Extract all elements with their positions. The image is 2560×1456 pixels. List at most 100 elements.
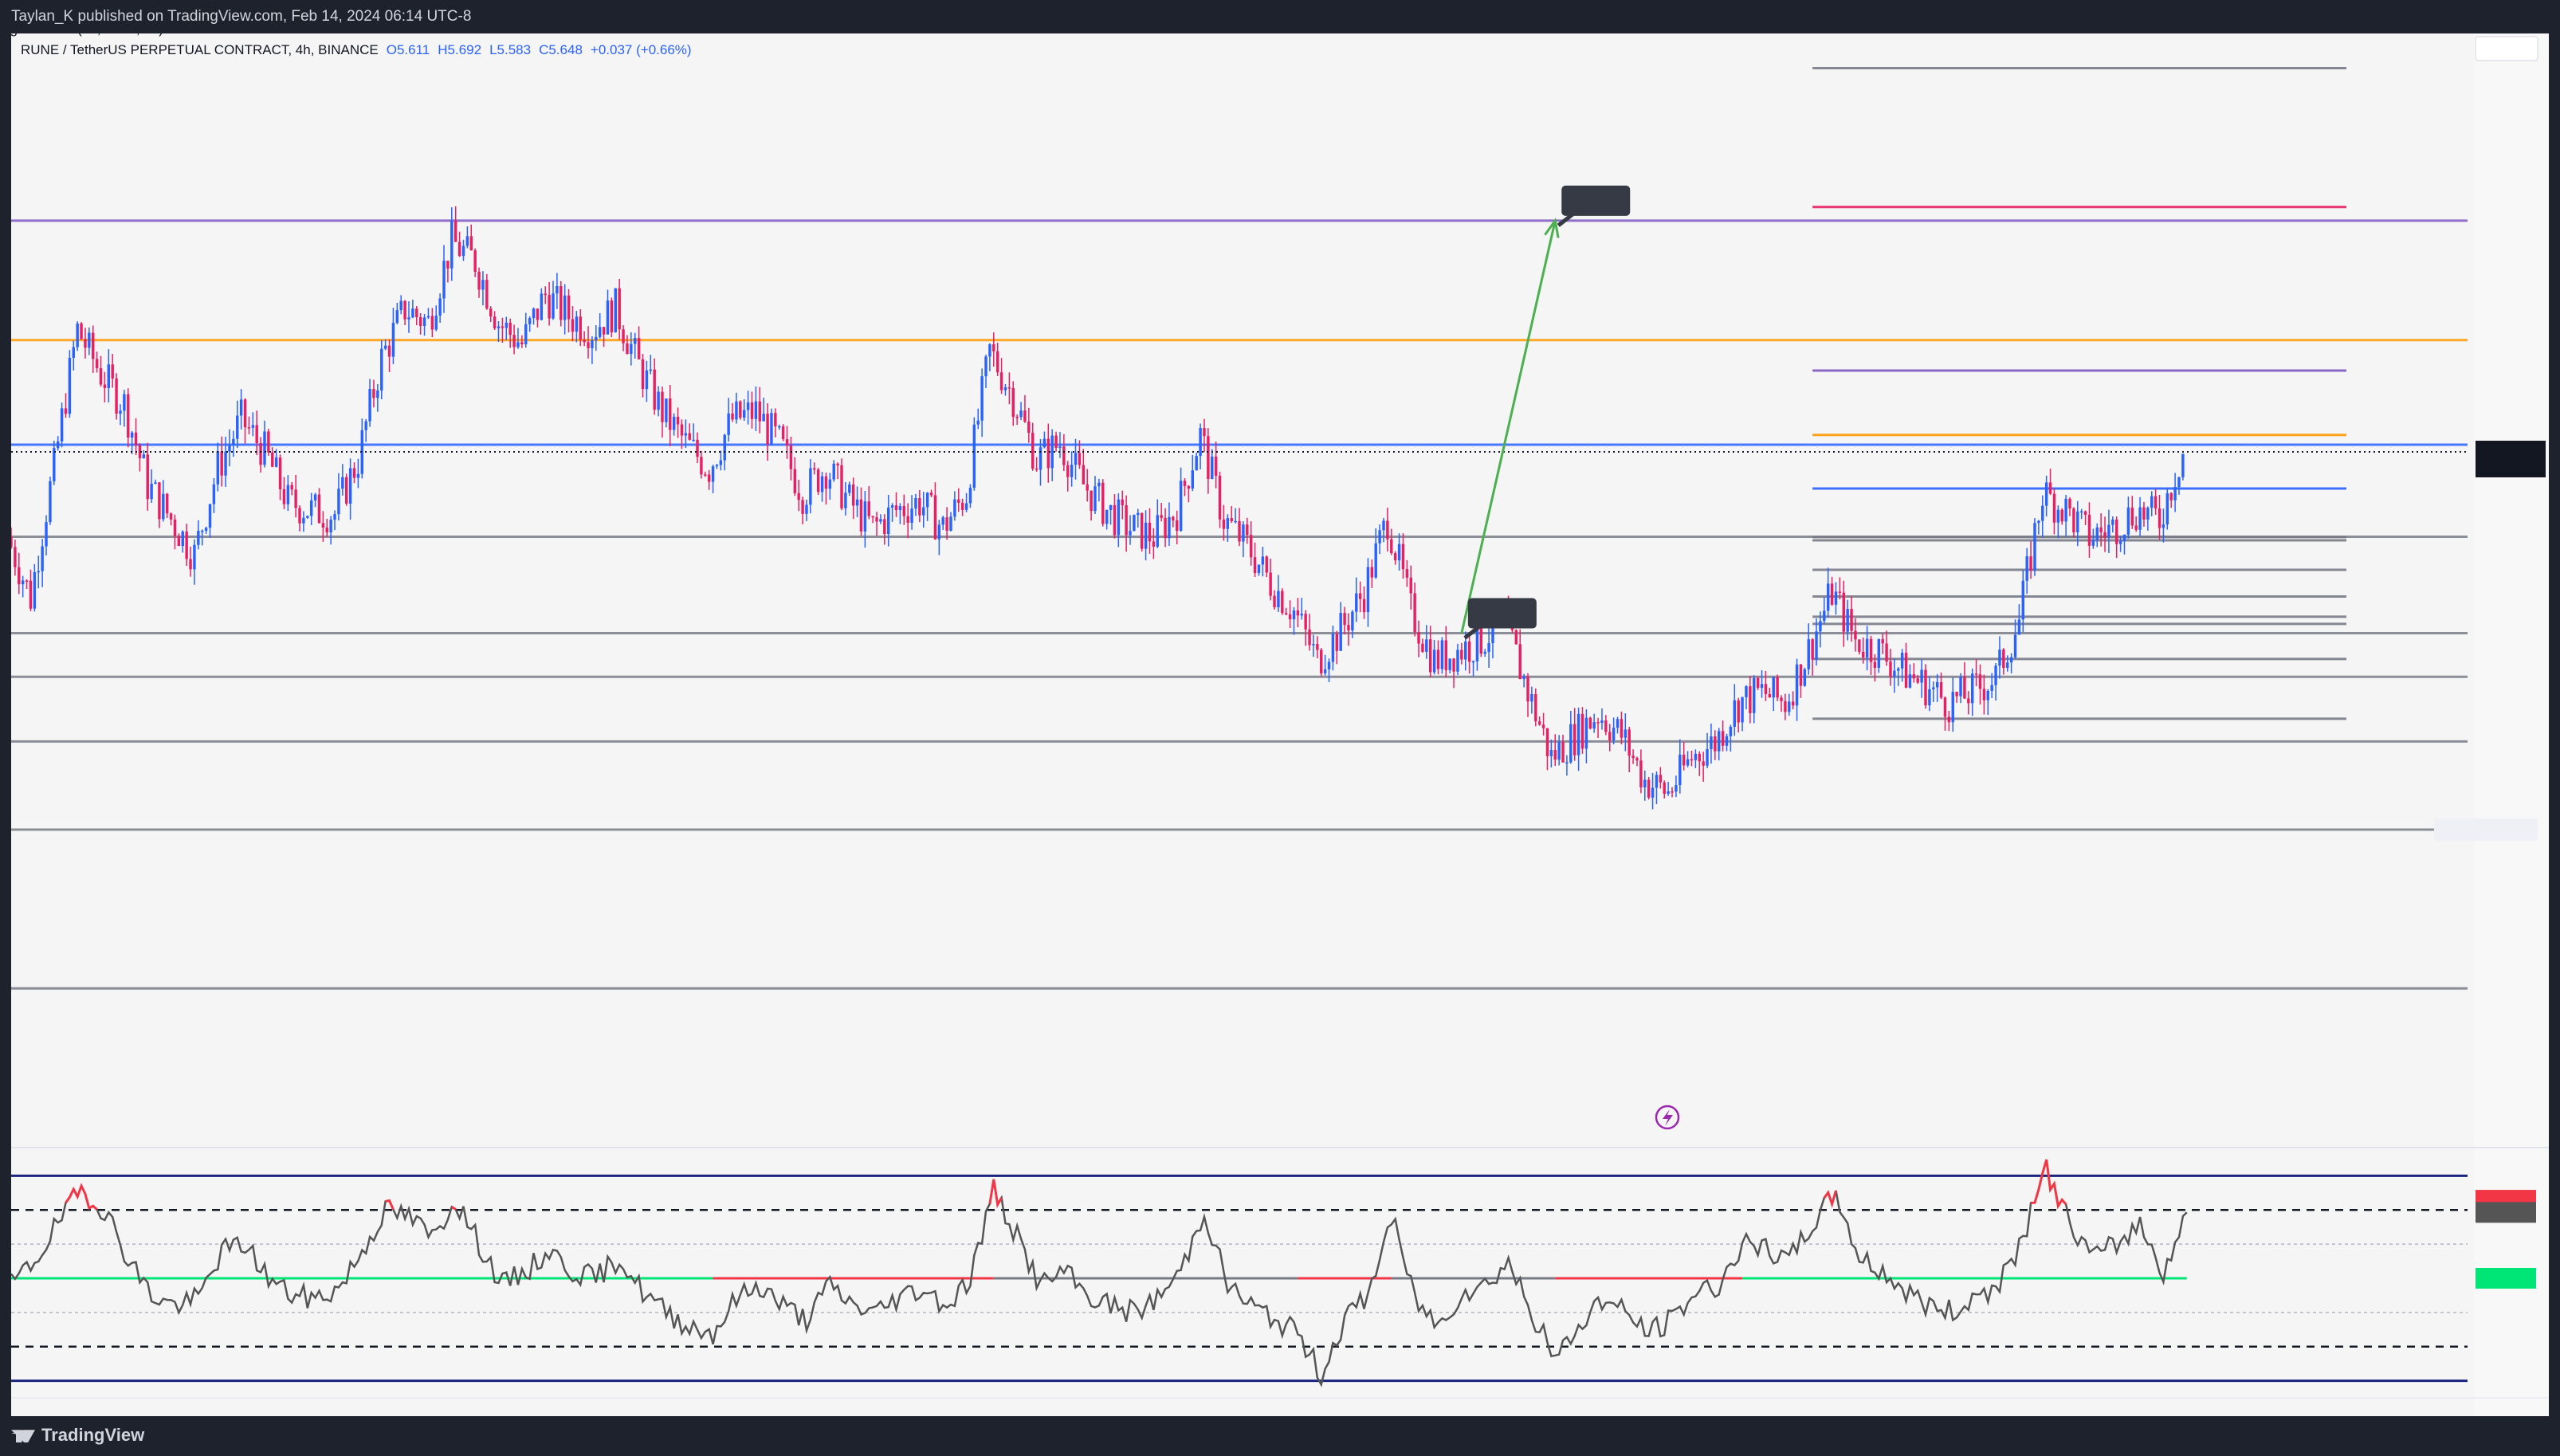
candle-body bbox=[1121, 499, 1124, 505]
candle-body bbox=[485, 280, 489, 309]
price-tick-label: 3.010 bbox=[11, 33, 45, 37]
candle-body bbox=[1432, 650, 1436, 673]
candle-body bbox=[1830, 583, 1834, 605]
candle-body bbox=[107, 364, 111, 389]
callout-to[interactable]: 7.263 bbox=[11, 33, 1631, 227]
candle-body bbox=[1281, 591, 1284, 614]
lightning-icon[interactable] bbox=[1655, 1105, 1680, 1130]
candle-body bbox=[197, 531, 200, 545]
time-tick-label: 15 bbox=[11, 33, 19, 37]
candle-body bbox=[18, 567, 21, 585]
candle-body bbox=[1788, 701, 1791, 712]
candle-body bbox=[1413, 593, 1416, 633]
candle-body bbox=[1483, 651, 1486, 654]
candle-body bbox=[2048, 482, 2052, 494]
time-tick-label: 11 bbox=[11, 33, 18, 37]
horizontal-levels[interactable] bbox=[11, 219, 2468, 990]
candle-body bbox=[1425, 639, 1428, 652]
candle-body bbox=[127, 394, 130, 438]
candle-body bbox=[2060, 509, 2063, 522]
candle-body bbox=[2181, 453, 2185, 477]
candle-body bbox=[1226, 518, 1230, 529]
candle-body bbox=[1643, 779, 1647, 787]
price-chart[interactable]: 8.1007.7007.3136.9006.5006.1005.7005.400… bbox=[11, 33, 2549, 1416]
candle-body bbox=[119, 410, 122, 414]
candle-body bbox=[68, 357, 72, 414]
candle-body bbox=[692, 439, 695, 442]
last-price-countdown: 01:45:43 bbox=[11, 33, 61, 37]
candle-body bbox=[1850, 609, 1853, 631]
rsi-pane[interactable]: Better RSI (14, close, 50)69.288ø50.0008… bbox=[11, 33, 2536, 1387]
candle-body bbox=[442, 261, 446, 299]
candle-body bbox=[641, 359, 645, 390]
candle-body bbox=[805, 504, 808, 514]
candle-body bbox=[575, 316, 579, 332]
time-tick-label: 22 bbox=[11, 33, 19, 37]
candle-body bbox=[649, 369, 653, 371]
candle-body bbox=[1819, 621, 1822, 632]
candle-body bbox=[1035, 468, 1039, 470]
candle-body bbox=[587, 342, 590, 348]
symbol-legend[interactable]: RUNE / TetherUS PERPETUAL CONTRACT, 4h, … bbox=[21, 42, 692, 57]
tradingview-logo[interactable]: TradingView bbox=[11, 1425, 144, 1446]
chart-area[interactable]: 8.1007.7007.3136.9006.5006.1005.7005.400… bbox=[11, 33, 2549, 1416]
projection-arrow-line[interactable] bbox=[1460, 220, 1557, 634]
rsi-tick-label: 40.000 bbox=[11, 33, 53, 37]
price-tick-label: 2.770 bbox=[11, 33, 45, 37]
candle-body bbox=[1207, 436, 1210, 479]
candle-body bbox=[1671, 791, 1674, 793]
candle-body bbox=[1358, 593, 1362, 599]
candle-body bbox=[1635, 758, 1639, 761]
currency-badge[interactable]: USDT bbox=[11, 33, 2538, 61]
rsi-value-badge: 69.288 bbox=[11, 33, 2536, 1223]
candle-body bbox=[1054, 435, 1058, 448]
candle-body bbox=[399, 300, 402, 311]
candle-body bbox=[1624, 729, 1627, 738]
candle-body bbox=[2091, 540, 2095, 546]
candle-body bbox=[2076, 511, 2079, 533]
candle-body bbox=[352, 468, 356, 478]
candle-body bbox=[1647, 779, 1651, 798]
chart-background bbox=[11, 33, 2549, 1416]
candle-body bbox=[1129, 531, 1132, 536]
candle-body bbox=[571, 319, 575, 332]
candle-body bbox=[200, 530, 204, 532]
rsi-tick-label: 20.000 bbox=[11, 33, 53, 37]
candle-body bbox=[1756, 677, 1760, 689]
candle-body bbox=[1066, 465, 1070, 477]
rsi-overbought-segment bbox=[988, 1179, 1003, 1208]
last-price-badge[interactable]: 5.64801:45:43 bbox=[11, 33, 2546, 477]
callout-from[interactable]: 4.637 bbox=[11, 33, 1537, 640]
candle-body bbox=[918, 497, 921, 516]
candle-body bbox=[1249, 535, 1253, 558]
candle-body bbox=[2107, 524, 2110, 537]
rsi-title: Better RSI (14, close, 50) bbox=[11, 33, 163, 37]
candle-body bbox=[727, 413, 730, 435]
candle-body bbox=[595, 336, 598, 340]
candle-body bbox=[1471, 661, 1475, 663]
candle-body bbox=[1573, 724, 1576, 755]
candle-body bbox=[1694, 753, 1698, 760]
candle-body bbox=[532, 308, 536, 319]
candle-body bbox=[426, 316, 430, 318]
candle-body bbox=[1277, 591, 1280, 608]
candle-body bbox=[95, 359, 99, 368]
candlestick-series[interactable] bbox=[11, 206, 2185, 810]
candle-body bbox=[185, 532, 188, 559]
candle-body bbox=[1768, 694, 1772, 698]
candle-body bbox=[1737, 700, 1740, 723]
candle-body bbox=[341, 477, 344, 489]
candle-body bbox=[840, 465, 843, 508]
candle-body bbox=[251, 425, 255, 428]
candle-body bbox=[278, 457, 282, 489]
candle-body bbox=[1803, 669, 1807, 686]
price-axis-panel[interactable] bbox=[2474, 33, 2549, 1416]
candle-body bbox=[169, 513, 173, 520]
candle-body bbox=[232, 438, 235, 445]
candle-body bbox=[337, 489, 340, 515]
candle-body bbox=[1156, 515, 1159, 547]
fib-extension-levels[interactable] bbox=[1812, 66, 2346, 720]
candle-body bbox=[64, 408, 68, 414]
candle-body bbox=[1191, 470, 1195, 489]
candle-body bbox=[294, 489, 297, 508]
